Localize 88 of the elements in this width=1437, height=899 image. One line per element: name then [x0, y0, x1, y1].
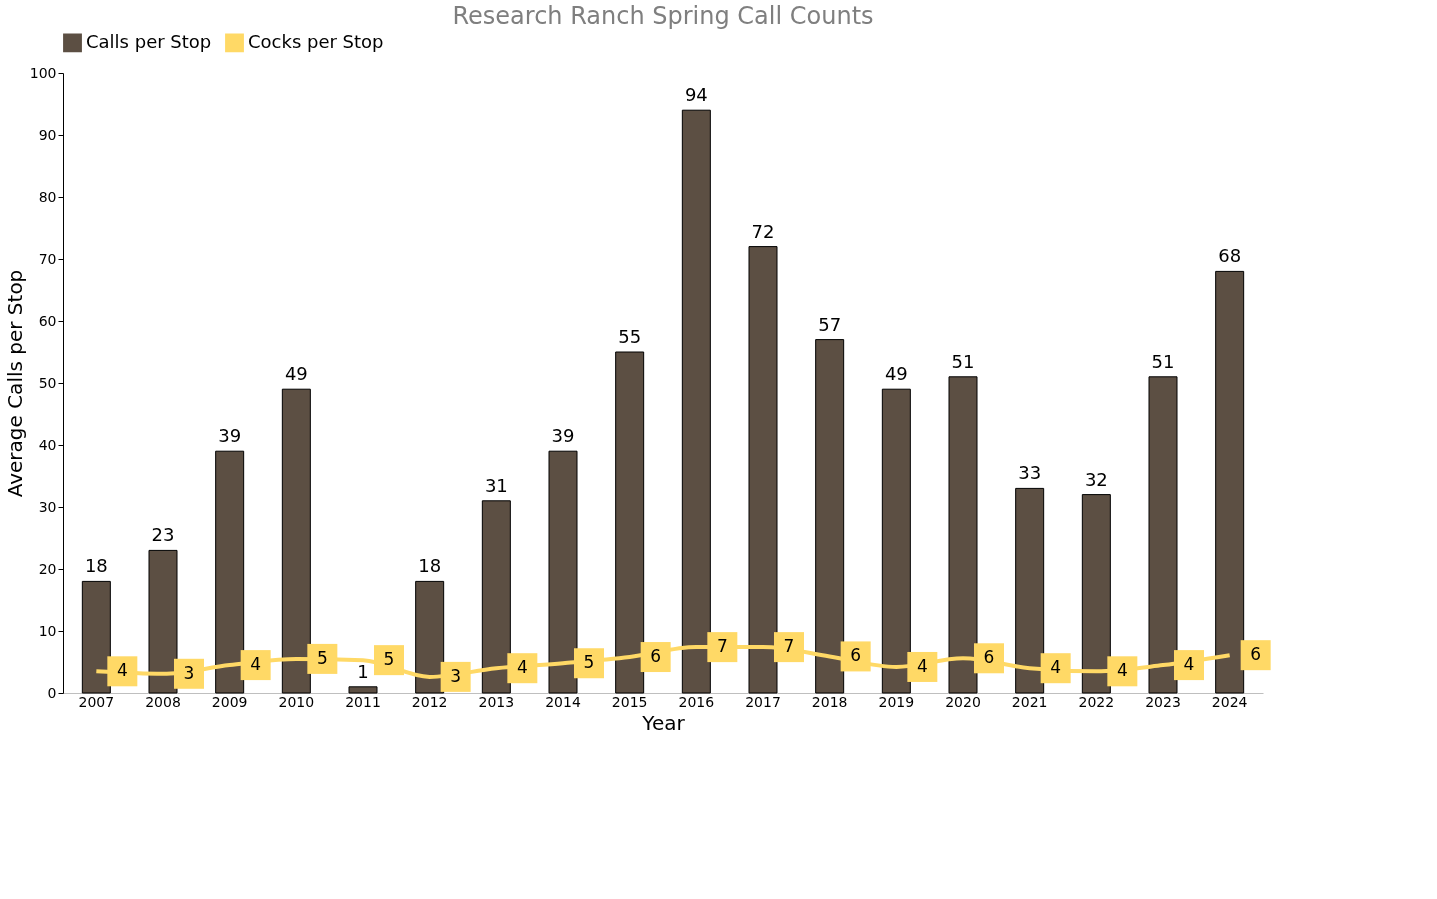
- data-label: 68: [1218, 245, 1242, 267]
- x-tick-label: 2012: [411, 693, 448, 710]
- data-label: 4: [516, 657, 528, 678]
- x-tick-label: 2015: [611, 693, 648, 710]
- chart-title: Research Ranch Spring Call Counts: [452, 2, 874, 30]
- data-label: 1: [357, 660, 369, 682]
- data-label: 33: [1018, 462, 1042, 484]
- data-label: 72: [751, 220, 775, 242]
- x-tick-label: 2018: [811, 693, 848, 710]
- y-tick-label: 10: [38, 622, 57, 639]
- data-label: 31: [484, 474, 508, 496]
- data-label: 7: [716, 636, 728, 657]
- data-label: 5: [316, 647, 328, 668]
- bar: [948, 376, 978, 694]
- x-tick-label: 2020: [945, 693, 981, 710]
- legend-label: Cocks per Stop: [248, 30, 384, 52]
- y-tick-label: 0: [47, 684, 57, 701]
- data-label: 51: [1151, 350, 1175, 372]
- bar: [81, 580, 111, 694]
- y-tick-label: 30: [38, 498, 57, 515]
- x-tick-label: 2016: [678, 693, 715, 710]
- data-label: 5: [583, 652, 595, 673]
- legend-label: Calls per Stop: [86, 30, 212, 52]
- data-label: 49: [284, 363, 308, 385]
- data-label: 6: [650, 646, 662, 667]
- bar: [1015, 487, 1045, 694]
- data-label: 57: [818, 313, 842, 335]
- data-label: 32: [1084, 468, 1108, 490]
- data-label: 39: [551, 425, 575, 447]
- bar: [148, 549, 178, 694]
- y-tick-label: 20: [38, 560, 57, 577]
- data-label: 4: [1183, 654, 1195, 675]
- data-label: 49: [884, 363, 908, 385]
- x-tick-label: 2014: [545, 693, 581, 710]
- x-axis-title: Year: [641, 710, 686, 735]
- x-tick-label: 2021: [1011, 693, 1048, 710]
- data-label: 51: [951, 350, 975, 372]
- bar: [748, 246, 778, 694]
- bar: [281, 388, 311, 694]
- x-tick-label: 2017: [745, 693, 781, 710]
- bar: [1148, 376, 1178, 694]
- bar: [548, 450, 578, 694]
- bar: [1215, 270, 1245, 694]
- y-axis-title: Average Calls per Stop: [2, 269, 27, 498]
- y-tick-label: 90: [38, 126, 57, 143]
- data-label: 5: [383, 649, 395, 670]
- x-tick-label: 2022: [1078, 693, 1115, 710]
- y-tick-label: 80: [38, 188, 57, 205]
- bar: [881, 388, 911, 694]
- data-label: 23: [151, 524, 175, 546]
- bar: [815, 339, 845, 694]
- data-label: 6: [850, 645, 862, 666]
- y-tick-label: 40: [38, 436, 57, 453]
- data-label: 3: [183, 662, 195, 683]
- data-label: 6: [983, 647, 995, 668]
- x-tick-label: 2024: [1211, 693, 1248, 710]
- x-tick-label: 2013: [478, 693, 515, 710]
- data-label: 7: [783, 636, 795, 657]
- y-tick-label: 50: [38, 374, 57, 391]
- x-tick-label: 2011: [345, 693, 381, 710]
- x-tick-label: 2023: [1145, 693, 1181, 710]
- x-tick-label: 2019: [878, 693, 915, 710]
- data-label: 4: [250, 654, 262, 675]
- data-label: 94: [684, 84, 708, 106]
- data-label: 4: [1116, 660, 1128, 681]
- bar: [415, 580, 445, 694]
- y-tick-label: 100: [29, 64, 57, 81]
- data-label: 4: [916, 655, 928, 676]
- data-label: 4: [1050, 657, 1062, 678]
- x-tick-label: 2010: [278, 693, 315, 710]
- bar: [681, 109, 711, 694]
- bar: [215, 450, 245, 694]
- x-tick-label: 2009: [211, 693, 248, 710]
- x-tick-label: 2007: [78, 693, 115, 710]
- bar: [615, 351, 645, 694]
- data-label: 55: [618, 326, 642, 347]
- data-label: 6: [1250, 644, 1262, 665]
- bar: [481, 500, 511, 694]
- data-label: 3: [450, 665, 462, 686]
- data-label: 4: [116, 660, 128, 681]
- data-label: 39: [218, 425, 242, 447]
- bar: [1081, 494, 1111, 694]
- y-tick-label: 60: [38, 312, 57, 329]
- x-tick-label: 2008: [145, 693, 181, 710]
- data-label: 18: [418, 555, 442, 577]
- bar: [348, 686, 378, 694]
- y-tick-label: 70: [38, 250, 57, 267]
- data-label: 18: [84, 555, 108, 577]
